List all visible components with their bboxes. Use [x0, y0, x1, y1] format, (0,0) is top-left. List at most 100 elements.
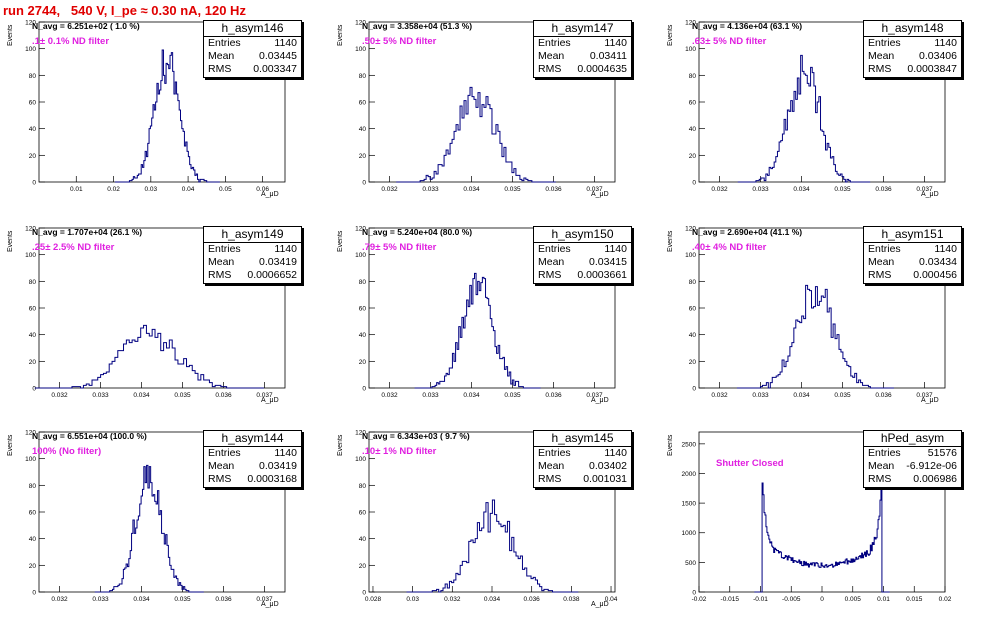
stats-row-mean: Mean 0.03434 — [864, 256, 961, 269]
x-axis-label: A_μD — [591, 601, 609, 608]
x-tick-label: 0.04 — [605, 596, 618, 603]
x-tick-label: 0.036 — [875, 392, 892, 399]
rms-label: RMS — [538, 63, 562, 75]
x-tick-label: 0.035 — [174, 596, 191, 603]
x-tick-label: 0.037 — [586, 392, 603, 399]
y-tick-label: 120 — [25, 226, 36, 233]
mean-value: 0.03434 — [919, 256, 957, 268]
mean-value: 0.03419 — [259, 256, 297, 268]
stats-box: h_asym148 Entries 1140 Mean 0.03406 RMS 0.0003… — [863, 20, 962, 78]
rms-value: 0.0003168 — [247, 473, 297, 485]
x-tick-label: 0 — [820, 596, 824, 603]
y-tick-label: 80 — [359, 483, 367, 490]
mean-value: 0.03419 — [259, 460, 297, 472]
x-tick-label: 0.032 — [711, 186, 728, 193]
x-tick-label: 0.036 — [545, 392, 562, 399]
stats-row-mean: Mean -6.912e-06 — [864, 460, 961, 473]
mean-label: Mean — [208, 50, 235, 62]
y-tick-label: 100 — [355, 456, 366, 463]
histogram-panel-hPed_asym: 0 500 1000 1500 2000 2500 -0.02 -0.015 -0.01 -0.0… — [667, 430, 968, 620]
y-axis-label: Events — [337, 434, 344, 456]
x-tick-label: 0.033 — [92, 392, 109, 399]
navg-annotation: N_avg = 6.551e+04 (100.0 %) — [32, 431, 147, 441]
stats-box: h_asym146 Entries 1140 Mean 0.03445 RMS 0.0033… — [203, 20, 302, 78]
y-tick-label: 100 — [355, 252, 366, 259]
x-tick-label: 0.034 — [793, 186, 810, 193]
histogram-name: h_asym149 — [204, 227, 301, 243]
stats-row-entries: Entries 1140 — [204, 37, 301, 50]
rms-label: RMS — [208, 269, 232, 281]
y-tick-label: 0 — [362, 180, 366, 187]
y-tick-label: 100 — [355, 46, 366, 53]
x-tick-label: 0.034 — [463, 186, 480, 193]
y-tick-label: 20 — [359, 153, 367, 160]
y-axis-label: Events — [7, 434, 14, 456]
filter-annotation: .40± 4% ND filter — [692, 242, 767, 253]
x-tick-label: 0.037 — [256, 596, 273, 603]
histogram-series — [94, 464, 204, 593]
stats-row-rms: RMS 0.000456 — [864, 269, 961, 282]
y-tick-label: 0 — [692, 386, 696, 393]
x-tick-label: 0.034 — [133, 392, 150, 399]
y-tick-label: 80 — [29, 279, 37, 286]
x-tick-label: 0.036 — [524, 596, 541, 603]
x-tick-label: 0.035 — [834, 392, 851, 399]
x-tick-label: 0.033 — [752, 186, 769, 193]
y-axis-label: Events — [667, 24, 674, 46]
y-tick-label: 2000 — [682, 471, 697, 478]
rms-label: RMS — [868, 473, 892, 485]
y-tick-label: 120 — [685, 226, 696, 233]
rms-value: 0.000456 — [913, 269, 957, 281]
x-tick-label: 0.033 — [752, 392, 769, 399]
mean-label: Mean — [868, 256, 895, 268]
rms-value: 0.0003847 — [907, 63, 957, 75]
x-tick-label: 0.034 — [463, 392, 480, 399]
x-tick-label: 0.036 — [215, 392, 232, 399]
mean-label: Mean — [868, 460, 895, 472]
x-tick-label: 0.032 — [444, 596, 461, 603]
x-tick-label: 0.034 — [484, 596, 501, 603]
x-tick-label: 0.01 — [877, 596, 890, 603]
y-axis-label: Events — [337, 24, 344, 46]
histogram-series — [406, 499, 579, 593]
stats-row-mean: Mean 0.03415 — [534, 256, 631, 269]
x-tick-label: 0.032 — [51, 392, 68, 399]
entries-label: Entries — [538, 243, 571, 255]
x-tick-label: 0.036 — [215, 596, 232, 603]
y-tick-label: 2500 — [682, 441, 697, 448]
y-tick-label: 0 — [692, 180, 696, 187]
stats-row-rms: RMS 0.0006652 — [204, 269, 301, 282]
y-tick-label: 20 — [689, 153, 697, 160]
histogram-series — [414, 272, 541, 389]
y-tick-label: 20 — [359, 359, 367, 366]
x-tick-label: -0.005 — [782, 596, 801, 603]
x-tick-label: 0.02 — [939, 596, 952, 603]
y-tick-label: 60 — [689, 306, 697, 313]
x-axis-label: A_μD — [261, 191, 279, 198]
histogram-name: h_asym150 — [534, 227, 631, 243]
y-tick-label: 1000 — [682, 530, 697, 537]
x-tick-label: 0.035 — [834, 186, 851, 193]
x-axis-label: A_μD — [591, 191, 609, 198]
mean-label: Mean — [538, 460, 565, 472]
navg-annotation: N_avg = 1.707e+04 (26.1 %) — [32, 227, 143, 237]
entries-label: Entries — [868, 447, 901, 459]
stats-row-entries: Entries 1140 — [864, 243, 961, 256]
filter-annotation: 100% (No filter) — [32, 446, 102, 457]
histogram-panel-h_asym146: 0 20 40 60 80 100 120 0.01 0.02 0.03 0.04 0.05 0.06 E… — [7, 20, 308, 210]
y-tick-label: 120 — [355, 226, 366, 233]
stats-row-mean: Mean 0.03406 — [864, 50, 961, 63]
stats-box: hPed_asym Entries 51576 Mean -6.912e-06 RMS 0.… — [863, 430, 962, 488]
entries-label: Entries — [208, 243, 241, 255]
stats-box: h_asym145 Entries 1140 Mean 0.03402 RMS 0.0010… — [533, 430, 632, 488]
x-tick-label: 0.05 — [219, 186, 232, 193]
mean-label: Mean — [538, 50, 565, 62]
histogram-name: h_asym147 — [534, 21, 631, 37]
histogram-series — [737, 54, 871, 183]
mean-value: -6.912e-06 — [906, 460, 957, 472]
histogram-panel-h_asym148: 0 20 40 60 80 100 120 0.032 0.033 0.034 0.035 0.036… — [667, 20, 968, 210]
mean-value: 0.03445 — [259, 50, 297, 62]
rms-value: 0.0004635 — [577, 63, 627, 75]
x-tick-label: 0.028 — [365, 596, 382, 603]
x-tick-label: 0.06 — [256, 186, 269, 193]
